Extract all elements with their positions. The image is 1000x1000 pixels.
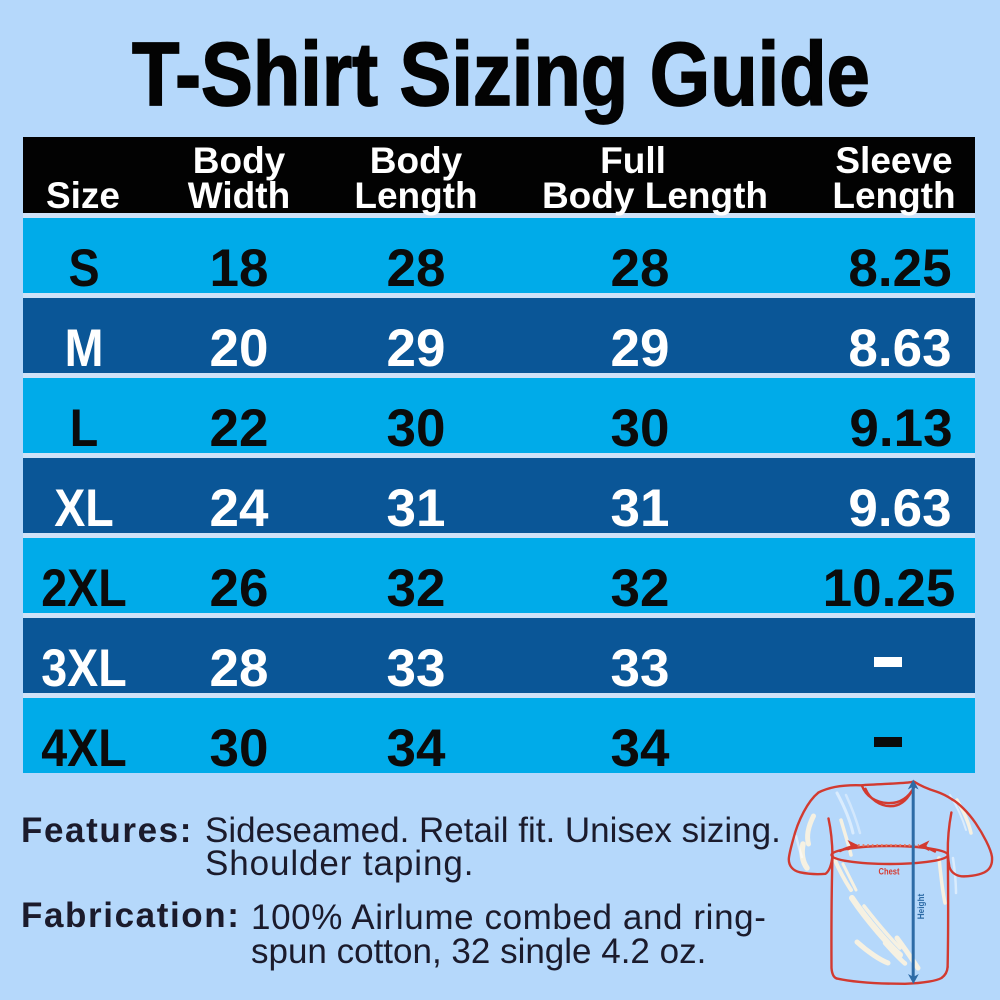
svg-text:Chest: Chest (879, 867, 901, 878)
svg-text:Height: Height (916, 893, 927, 919)
